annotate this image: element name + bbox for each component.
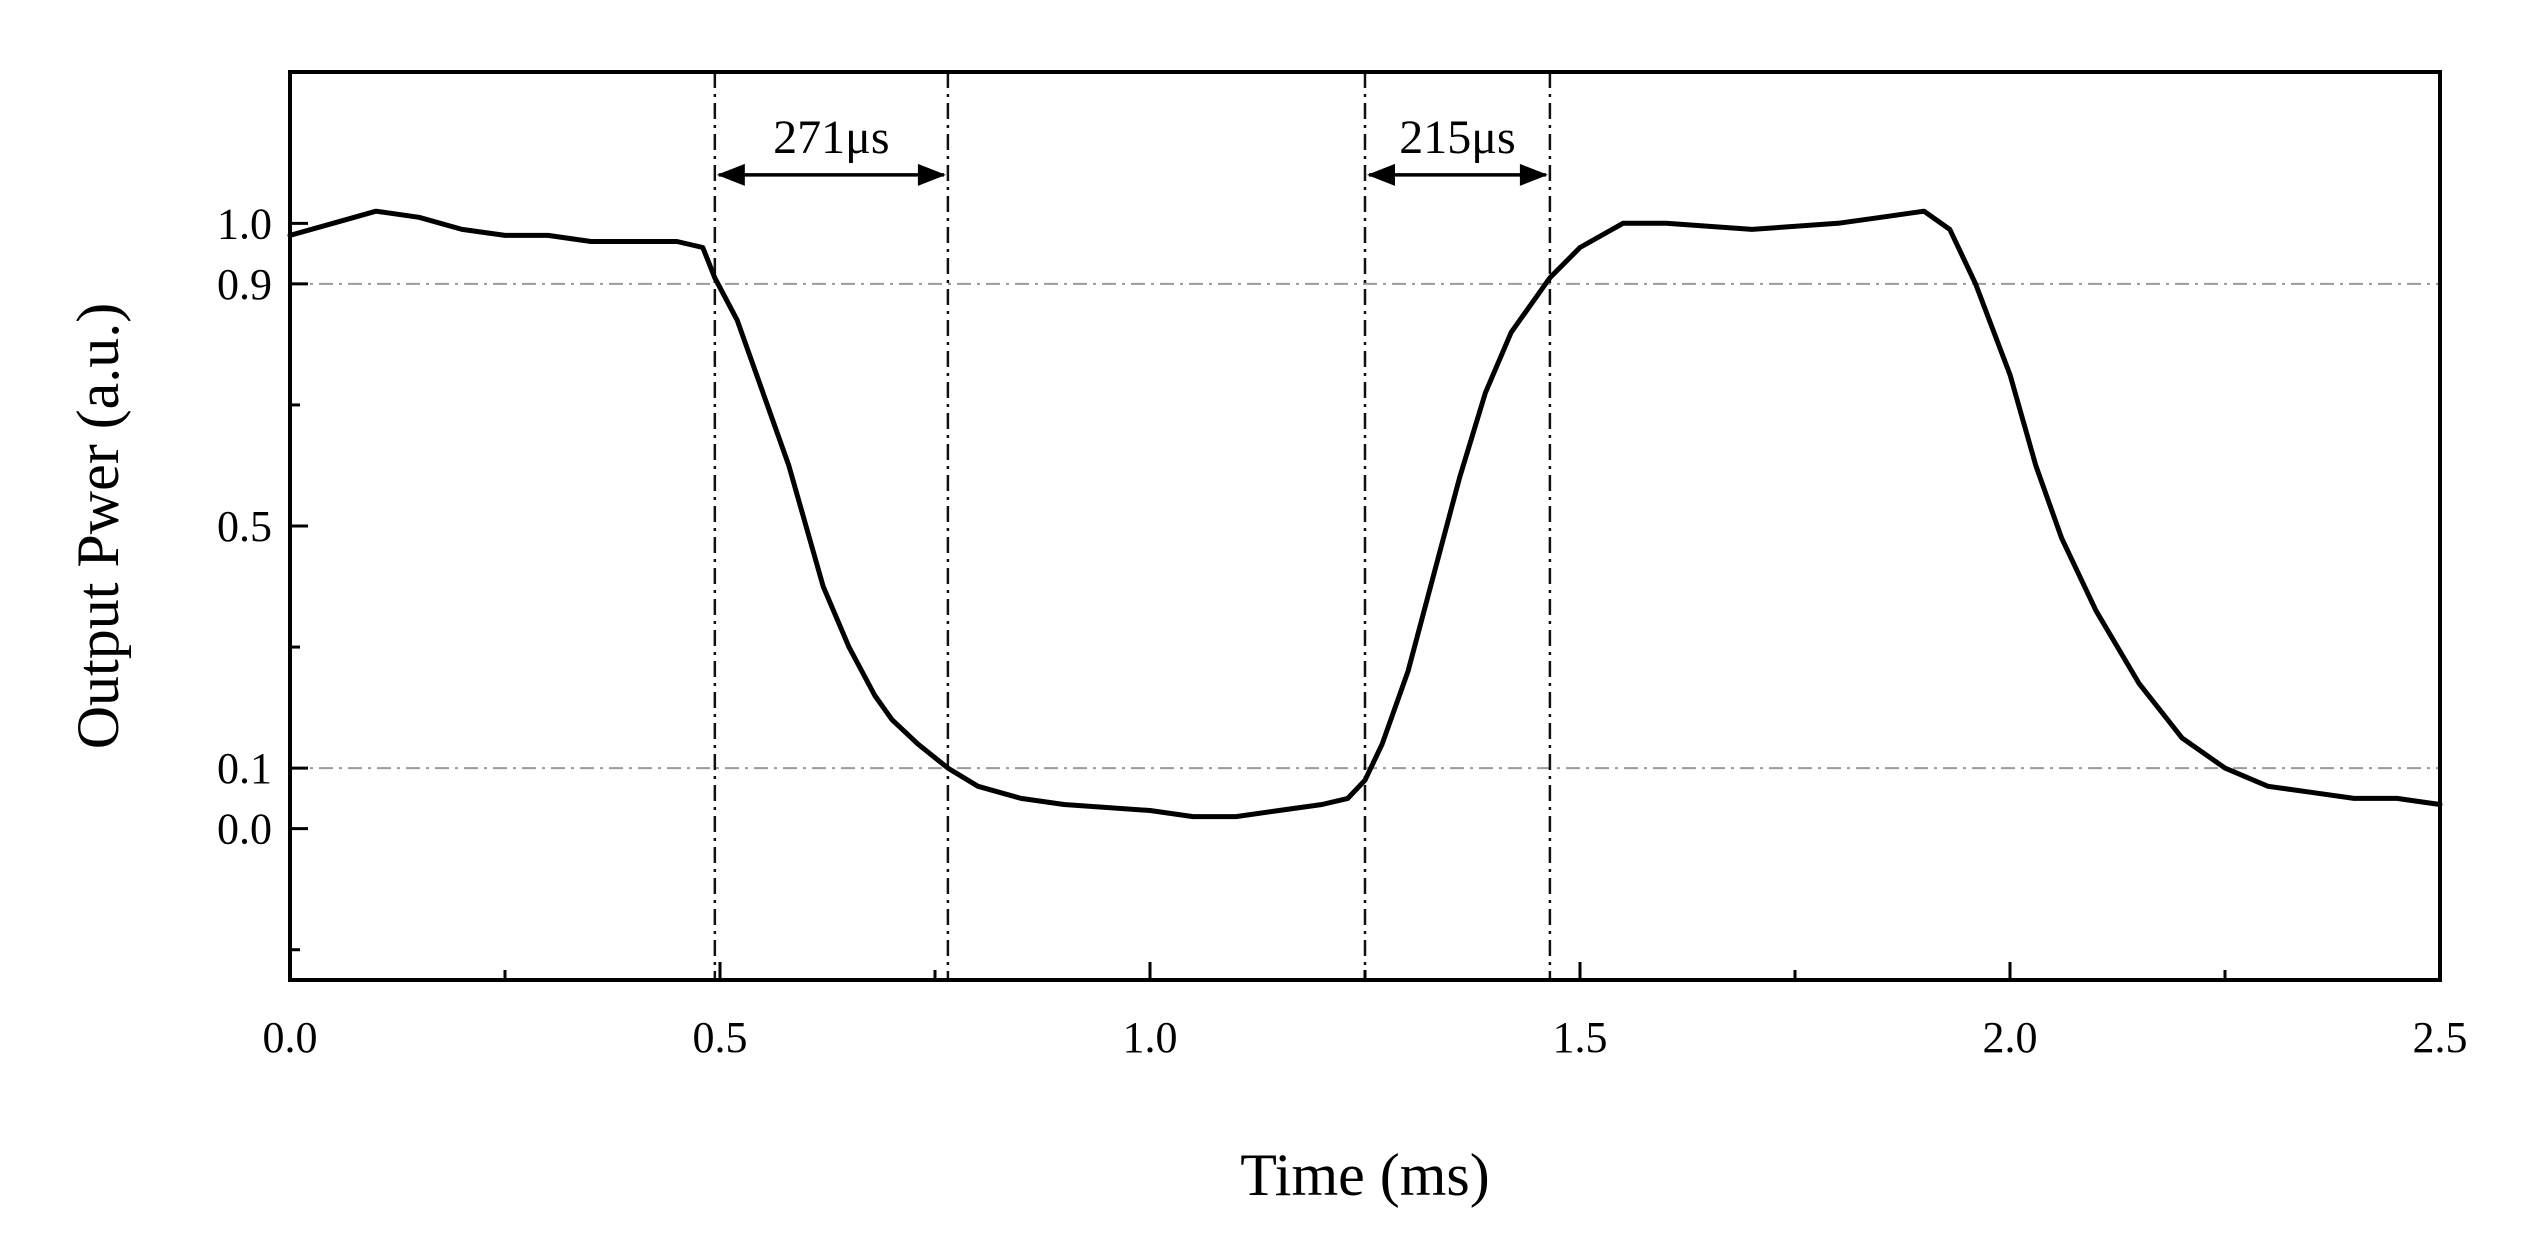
x-tick-label: 1.5 [1553, 1013, 1608, 1062]
y-tick-label: 0.9 [217, 260, 272, 309]
x-tick-label: 1.0 [1123, 1013, 1178, 1062]
y-axis-label: Output Pwer (a.u.) [65, 303, 131, 750]
marker-lines [713, 72, 1552, 980]
y-tick-label: 1.0 [217, 199, 272, 248]
x-tick-label: 0.5 [693, 1013, 748, 1062]
arrow-head-left [1367, 163, 1395, 186]
arrow-head-right [1519, 163, 1548, 186]
x-tick-label: 2.5 [2413, 1013, 2468, 1062]
annotation-label: 215μs [1399, 111, 1515, 164]
annotation-label: 271μs [773, 111, 889, 164]
arrow-head-left [716, 163, 745, 186]
x-tick-label: 2.0 [1983, 1013, 2038, 1062]
y-tick-label: 0.1 [217, 744, 272, 793]
ticks: 0.0 0.5 1.0 1.5 2.0 2.5 0.0 0.1 0.5 0.9 1.0 [217, 199, 2468, 1062]
y-tick-label: 0.5 [217, 502, 272, 551]
data-series [287, 208, 2443, 820]
y-tick-label: 0.0 [217, 805, 272, 854]
x-axis-label: Time (ms) [1240, 1142, 1490, 1208]
x-tick-label: 0.0 [263, 1013, 318, 1062]
series-line [287, 208, 2443, 820]
annotations: 271μs 215μs [716, 111, 1548, 186]
arrow-head-right [917, 163, 946, 186]
